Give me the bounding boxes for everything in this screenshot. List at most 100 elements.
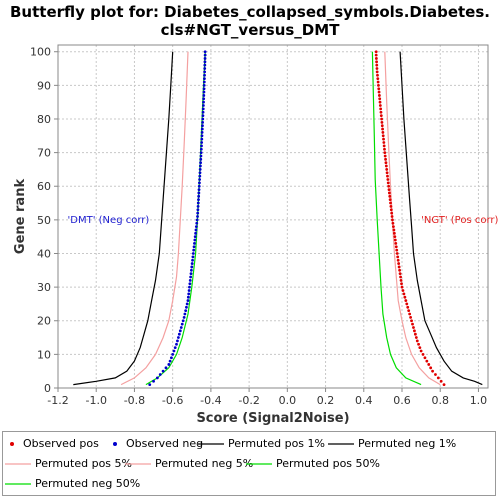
point-observed-pos bbox=[392, 231, 396, 235]
annotation-label: 'NGT' (Pos corr) bbox=[421, 215, 498, 226]
point-observed-pos bbox=[376, 80, 380, 84]
point-observed-pos bbox=[390, 215, 394, 218]
point-observed-neg bbox=[199, 154, 203, 158]
point-observed-pos bbox=[395, 248, 399, 252]
point-observed-neg bbox=[189, 268, 193, 272]
point-observed-pos bbox=[401, 289, 405, 292]
point-observed-pos bbox=[382, 144, 386, 148]
point-observed-neg bbox=[182, 315, 186, 319]
legend-label: Permuted neg 1% bbox=[358, 437, 457, 450]
point-observed-pos bbox=[378, 97, 382, 101]
point-observed-neg bbox=[197, 188, 201, 191]
point-observed-pos bbox=[400, 285, 404, 289]
point-observed-pos bbox=[389, 205, 393, 208]
y-tick-label: 0 bbox=[44, 382, 51, 395]
point-observed-neg bbox=[197, 191, 201, 195]
point-observed-pos bbox=[392, 228, 396, 232]
legend-item: Permuted pos 1% bbox=[198, 437, 325, 450]
point-observed-pos bbox=[380, 120, 384, 124]
y-tick-label: 80 bbox=[37, 113, 51, 126]
x-tick-label: 1.0 bbox=[470, 394, 488, 407]
point-observed-neg bbox=[193, 238, 197, 242]
point-observed-neg bbox=[187, 289, 191, 292]
point-observed-neg bbox=[198, 171, 202, 175]
point-observed-neg bbox=[191, 255, 195, 259]
point-observed-neg bbox=[167, 363, 171, 366]
legend-swatch bbox=[5, 462, 31, 465]
point-observed-neg bbox=[203, 70, 207, 74]
point-observed-neg bbox=[203, 63, 207, 67]
x-axis-label: Score (Signal2Noise) bbox=[196, 411, 349, 426]
point-observed-neg bbox=[198, 174, 202, 178]
point-observed-pos bbox=[374, 57, 378, 60]
plot-frame bbox=[57, 44, 489, 389]
butterfly-plot: -1.2 -1.0 -0.8 -0.6 -0.4 -0.2 0.0 0.2 0.4 0.6 0.8 1… bbox=[13, 44, 499, 426]
series-permuted-neg-1 bbox=[73, 51, 174, 386]
y-axis-label: Gene rank bbox=[13, 179, 28, 255]
point-observed-neg bbox=[169, 356, 173, 360]
axes: -1.2 -1.0 -0.8 -0.6 -0.4 -0.2 0.0 0.2 0.4 0.6 0.8 1… bbox=[30, 44, 489, 407]
point-observed-neg bbox=[196, 208, 200, 212]
point-observed-neg bbox=[199, 157, 203, 161]
x-tick-label: 0.6 bbox=[393, 394, 411, 407]
point-observed-neg bbox=[193, 242, 196, 245]
series-observed-neg bbox=[148, 50, 207, 387]
point-observed-pos bbox=[405, 302, 409, 306]
point-observed-neg bbox=[185, 302, 189, 306]
legend-swatch bbox=[198, 442, 224, 445]
x-tick-label: 0.2 bbox=[317, 394, 335, 407]
y-tick-label: 30 bbox=[37, 281, 51, 294]
point-observed-neg bbox=[200, 144, 203, 148]
point-observed-pos bbox=[427, 363, 431, 366]
x-tick-label: -1.2 bbox=[47, 394, 68, 407]
point-observed-neg bbox=[203, 77, 206, 81]
point-observed-pos bbox=[377, 87, 381, 91]
point-observed-pos bbox=[375, 67, 379, 70]
point-observed-pos bbox=[381, 131, 385, 134]
y-tick-label: 90 bbox=[37, 79, 51, 92]
legend-label: Permuted neg 5% bbox=[155, 457, 254, 470]
legend-label: Permuted pos 5% bbox=[35, 457, 132, 470]
point-observed-neg bbox=[161, 369, 165, 373]
point-observed-neg bbox=[197, 198, 200, 202]
point-observed-pos bbox=[425, 359, 429, 363]
point-observed-pos bbox=[429, 366, 433, 370]
legend-label: Observed neg bbox=[126, 437, 204, 450]
y-tick-label: 100 bbox=[30, 46, 51, 59]
legend-item: Permuted pos 5% bbox=[5, 457, 132, 470]
point-observed-neg bbox=[183, 312, 187, 316]
point-observed-neg bbox=[203, 50, 207, 54]
y-tick-label: 10 bbox=[37, 348, 51, 361]
point-observed-pos bbox=[378, 104, 382, 107]
point-observed-neg bbox=[171, 352, 175, 356]
point-observed-neg bbox=[181, 319, 185, 323]
point-observed-neg bbox=[201, 117, 205, 121]
annotation-label: 'DMT' (Neg corr) bbox=[68, 215, 150, 226]
point-observed-pos bbox=[386, 181, 390, 185]
point-observed-neg bbox=[202, 94, 206, 97]
point-observed-pos bbox=[383, 154, 387, 158]
legend-item: Observed pos bbox=[5, 437, 99, 450]
point-observed-pos bbox=[398, 268, 402, 272]
point-observed-neg bbox=[189, 272, 193, 276]
point-observed-neg bbox=[203, 57, 207, 60]
x-tick-label: -0.8 bbox=[124, 394, 145, 407]
point-observed-pos bbox=[409, 315, 412, 319]
point-observed-pos bbox=[384, 161, 388, 165]
point-observed-pos bbox=[375, 63, 379, 67]
point-observed-neg bbox=[155, 376, 159, 380]
grid bbox=[57, 45, 488, 389]
point-observed-pos bbox=[377, 83, 380, 87]
point-observed-neg bbox=[158, 373, 162, 376]
point-observed-pos bbox=[431, 369, 434, 373]
point-observed-pos bbox=[410, 319, 413, 323]
point-observed-neg bbox=[188, 282, 192, 286]
point-observed-pos bbox=[387, 191, 391, 195]
legend-swatch-dot bbox=[113, 441, 117, 446]
point-observed-pos bbox=[395, 252, 399, 255]
point-observed-neg bbox=[184, 309, 188, 313]
point-observed-neg bbox=[198, 178, 202, 181]
point-observed-neg bbox=[152, 379, 155, 383]
point-observed-pos bbox=[380, 117, 384, 121]
point-observed-neg bbox=[190, 262, 194, 265]
